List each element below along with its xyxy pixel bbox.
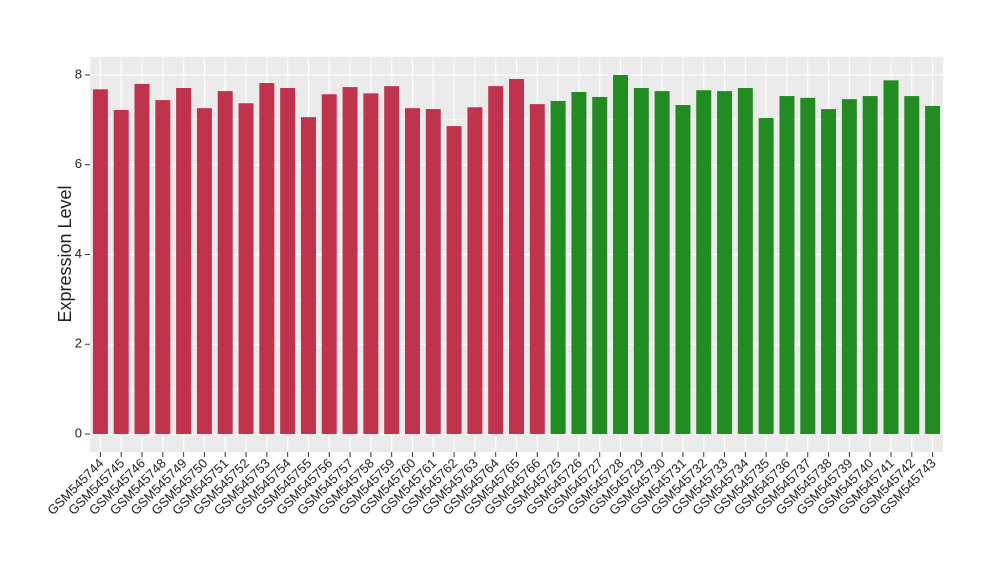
bar (467, 107, 483, 435)
bar (113, 109, 129, 435)
bar (800, 97, 816, 435)
bar (446, 126, 462, 435)
bar (654, 91, 670, 435)
bar (238, 103, 254, 435)
bar (550, 100, 566, 435)
bar (488, 86, 504, 435)
bar (633, 87, 649, 435)
bar (321, 94, 337, 435)
y-axis-title: Expression Level (55, 185, 75, 322)
bar (404, 108, 420, 435)
bar (675, 105, 691, 435)
y-tick-label: 2 (75, 336, 82, 351)
bar (821, 109, 837, 435)
bar (92, 89, 108, 435)
bar (196, 108, 212, 435)
y-tick-label: 4 (75, 246, 82, 261)
bar (217, 91, 233, 435)
bar (571, 92, 587, 435)
bar (779, 96, 795, 435)
y-tick-label: 8 (75, 66, 82, 81)
bar (300, 117, 316, 435)
bar (758, 118, 774, 435)
bar (342, 87, 358, 435)
bar (862, 96, 878, 435)
bar (904, 96, 920, 435)
bar (592, 96, 608, 435)
bar (737, 87, 753, 435)
y-tick-label: 6 (75, 156, 82, 171)
bar (259, 83, 275, 435)
bar (613, 74, 629, 435)
bar (883, 80, 899, 435)
bar (155, 100, 171, 435)
bar (384, 86, 400, 435)
bar (176, 87, 192, 435)
bar (925, 105, 941, 435)
bar (717, 91, 733, 435)
bar (134, 83, 150, 435)
bar (280, 87, 296, 435)
bar (529, 104, 545, 435)
bar (841, 99, 857, 435)
bar (509, 78, 524, 435)
bar (696, 90, 712, 435)
bar (425, 109, 441, 435)
y-tick-label: 0 (75, 425, 82, 440)
bar (363, 93, 379, 435)
